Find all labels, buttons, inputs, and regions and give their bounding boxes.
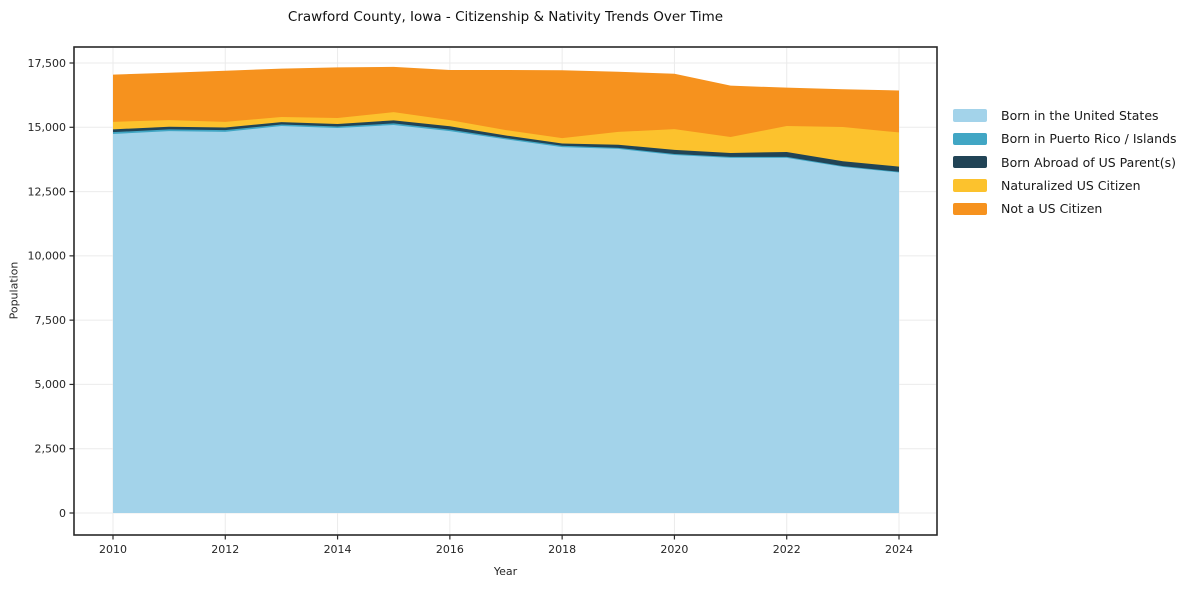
y-tick-label: 17,500 (28, 57, 67, 70)
x-tick-label: 2020 (660, 543, 688, 556)
area-born-in-the-united-states (113, 124, 899, 513)
x-tick-label: 2010 (99, 543, 127, 556)
legend-label: Not a US Citizen (1001, 201, 1103, 217)
legend-swatch (953, 179, 987, 192)
legend-swatch (953, 155, 987, 169)
x-tick-label: 2018 (548, 543, 576, 556)
y-tick-label: 2,500 (35, 443, 67, 456)
x-tick-label: 2014 (324, 543, 352, 556)
chart-title: Crawford County, Iowa - Citizenship & Na… (287, 9, 724, 25)
y-tick-label: 0 (59, 507, 66, 520)
legend-swatch (953, 109, 987, 122)
legend-label: Naturalized US Citizen (1001, 178, 1141, 194)
x-tick-label: 2012 (211, 543, 239, 556)
x-tick-label: 2024 (885, 543, 913, 556)
y-tick-label: 5,000 (35, 378, 67, 391)
legend-swatch (953, 132, 987, 146)
legend-swatch (953, 202, 987, 216)
y-axis-label: Population (7, 261, 21, 320)
legend-item-born-abroad-of-us-parent-s: Born Abroad of US Parent(s) (953, 151, 1177, 174)
legend: Born in the United States Born in Puerto … (953, 104, 1177, 220)
legend-item-born-in-the-united-states: Born in the United States (953, 104, 1177, 127)
legend-item-not-a-us-citizen: Not a US Citizen (953, 197, 1177, 220)
legend-label: Born in the United States (1001, 108, 1159, 124)
y-tick-label: 15,000 (28, 121, 67, 134)
y-tick-label: 7,500 (35, 314, 67, 327)
y-tick-label: 12,500 (28, 185, 67, 198)
legend-item-born-in-puerto-rico-islands: Born in Puerto Rico / Islands (953, 127, 1177, 150)
x-tick-label: 2016 (436, 543, 464, 556)
legend-label: Born in Puerto Rico / Islands (1001, 131, 1177, 147)
plot-border (73, 46, 938, 536)
x-axis-label: Year (493, 565, 518, 578)
legend-item-naturalized-us-citizen: Naturalized US Citizen (953, 174, 1177, 197)
y-tick-label: 10,000 (28, 250, 67, 263)
legend-label: Born Abroad of US Parent(s) (1001, 154, 1176, 170)
x-tick-label: 2022 (773, 543, 801, 556)
